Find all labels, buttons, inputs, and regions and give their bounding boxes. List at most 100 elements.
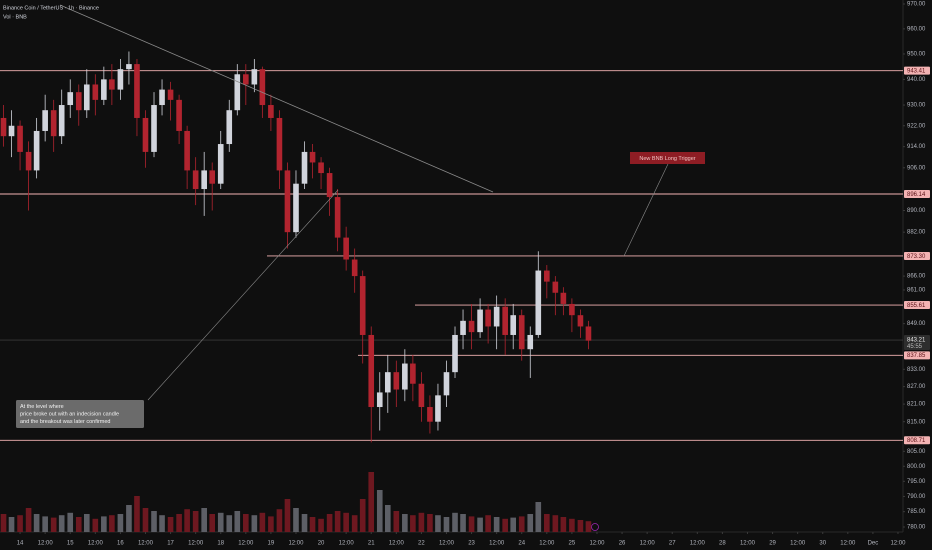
candle-body [452, 334, 458, 373]
candle-body [351, 259, 358, 277]
volume-bar [309, 517, 316, 532]
volume-bar [268, 516, 274, 532]
level-label: 896.14 [907, 192, 926, 198]
volume-bar [527, 514, 534, 532]
volume-bar [92, 518, 99, 532]
volume-bar [167, 517, 174, 532]
candle-body [493, 306, 500, 327]
level-tag [904, 301, 930, 310]
volume-bar [184, 509, 190, 532]
candle-body [284, 170, 291, 233]
volume-bar [209, 514, 216, 532]
volume-bar [334, 511, 341, 532]
level-tag [904, 351, 930, 360]
volume-bar [117, 514, 124, 532]
volume-bar [402, 514, 408, 532]
volume-bar [33, 514, 40, 532]
trend-line [59, 4, 494, 193]
volume-bar [234, 511, 241, 532]
y-tick-label: 833.00 [907, 367, 926, 373]
volume-bar [351, 515, 358, 532]
x-tick-label: 12:00 [840, 541, 856, 547]
candle-body [477, 309, 483, 333]
volume-bar [318, 518, 324, 532]
candle-body [234, 74, 241, 111]
candle-body [569, 303, 575, 316]
candle-body [192, 170, 199, 190]
y-tick-label: 950.00 [907, 52, 926, 58]
x-tick-label: 14 [17, 541, 24, 547]
level-label: 837.85 [907, 353, 926, 359]
x-tick-label: 12:00 [790, 541, 806, 547]
volume-bar [176, 514, 182, 532]
volume-bar [0, 514, 7, 532]
x-tick-label: 12:00 [489, 541, 505, 547]
candle-body [427, 407, 433, 422]
level-label: 943.41 [907, 69, 926, 75]
y-tick-label: 861.00 [907, 288, 926, 294]
y-tick-label: 970.00 [907, 2, 926, 8]
volume-pane [0, 472, 592, 532]
callout-line [623, 163, 669, 257]
volume-bar [326, 514, 333, 532]
y-tick-label: 930.00 [907, 103, 926, 109]
y-tick-label: 780.00 [907, 525, 926, 531]
volume-bar [301, 514, 308, 532]
candle-body [134, 64, 140, 118]
level-tag [904, 66, 930, 75]
volume-bar [477, 517, 483, 532]
y-tick-label: 795.00 [907, 479, 926, 485]
axes: 970.00 960.00 950.00 940.00 930.00 922.00 914.… [17, 2, 930, 547]
x-tick-label: 16 [117, 541, 124, 547]
volume-bar [552, 515, 559, 532]
candle-body [318, 162, 324, 174]
volume-bar [243, 514, 249, 532]
volume-bar [8, 517, 15, 532]
volume-bar [376, 490, 383, 532]
volume-bar [142, 508, 149, 532]
x-tick-label: 12:00 [288, 541, 304, 547]
x-tick-label: 12:00 [389, 541, 405, 547]
volume-bar [217, 512, 224, 532]
volume-bar [535, 502, 542, 532]
level-tag [904, 251, 930, 260]
candle-body [560, 292, 567, 304]
x-tick-label: 12:00 [88, 541, 104, 547]
event-icon[interactable] [591, 523, 599, 531]
volume-bar [577, 520, 584, 532]
x-tick-label: 12:00 [640, 541, 656, 547]
volume-bar [485, 515, 491, 532]
candle-body [485, 309, 491, 327]
volume-bar [25, 508, 32, 532]
candle-body [585, 326, 592, 341]
y-tick-label: 785.00 [907, 509, 926, 515]
volume-bar [343, 512, 349, 532]
candle-body [527, 334, 534, 350]
y-tick-label: 821.00 [907, 402, 926, 408]
x-tick-label: 12:00 [589, 541, 605, 547]
last-price-tag [904, 335, 930, 351]
volume-bar [151, 511, 157, 532]
candle-body [293, 183, 299, 233]
candle-body [268, 105, 274, 118]
candle-body [393, 372, 400, 390]
y-tick-label: 815.00 [907, 419, 926, 425]
volume-bar [17, 515, 23, 532]
volume-bar [50, 517, 57, 532]
volume-bar [109, 515, 115, 532]
level-tag [904, 190, 930, 199]
note-line: and the breakout was later confirmed [20, 419, 111, 425]
candle-body [8, 125, 15, 137]
candle-body [109, 79, 115, 90]
volume-bar [418, 512, 425, 532]
candle-body [552, 281, 559, 293]
candle-body [83, 84, 90, 111]
candle-body [384, 372, 391, 393]
y-tick-label: 827.00 [907, 384, 926, 390]
candle-body [25, 151, 32, 171]
x-tick-label: 20 [318, 541, 325, 547]
candle-body [418, 383, 425, 408]
candle-body [410, 363, 416, 384]
x-tick-label: 12:00 [740, 541, 756, 547]
volume-bar [83, 514, 90, 532]
